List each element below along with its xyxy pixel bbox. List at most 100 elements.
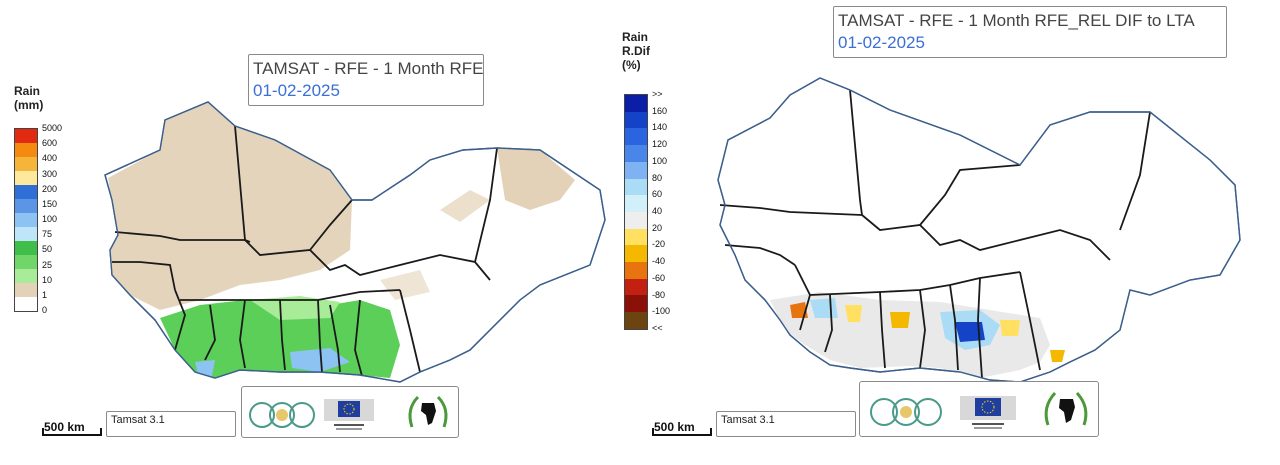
right-legend-swatch	[625, 111, 647, 129]
left-legend-tick-label: 100	[42, 214, 58, 224]
legend-title-line1: Rain	[622, 30, 649, 44]
country-borders	[719, 89, 1151, 379]
right-legend-swatch	[625, 195, 647, 212]
left-legend-swatch	[15, 283, 37, 297]
right-map-panel: TAMSAT - RFE - 1 Month RFE_REL DIF to LT…	[620, 0, 1280, 465]
coastline	[717, 77, 1241, 383]
right-legend-tick-label: -60	[652, 272, 666, 283]
right-legend-swatch	[625, 211, 647, 229]
left-legend-tick-label: 400	[42, 153, 58, 164]
left-scale-label: 500 km	[44, 420, 85, 434]
right-legend-tick-label: 40	[652, 206, 663, 216]
legend-title-line2: R.Dif	[622, 44, 650, 58]
left-legend-swatch	[15, 241, 37, 255]
left-legend-tick-label: 75	[42, 229, 53, 240]
cilss-logo	[1044, 391, 1088, 426]
anomaly-blue-west	[810, 298, 838, 318]
right-scale-label: 500 km	[654, 420, 695, 434]
left-legend-tick-label: 200	[42, 183, 58, 194]
right-legend-swatch	[625, 128, 647, 146]
right-map-title: TAMSAT - RFE - 1 Month RFE_REL DIF to LT…	[838, 11, 1195, 30]
right-legend-swatch	[625, 278, 647, 296]
eu-logo	[960, 396, 1016, 429]
anomaly-yellow-2	[890, 312, 910, 328]
left-legend: Rain (mm)	[14, 84, 43, 112]
left-legend-swatch	[15, 297, 37, 311]
right-legend-tick-label: -40	[652, 256, 666, 267]
right-legend-swatch	[625, 228, 647, 246]
right-legend-swatch	[625, 145, 647, 162]
right-legend-swatch	[625, 245, 647, 263]
right-legend-tick-label: -20	[652, 239, 666, 250]
left-legend-tick-label: 25	[42, 259, 53, 270]
left-legend-tick-label: 300	[42, 168, 58, 179]
west-africa-rainfall-map	[104, 101, 606, 383]
right-legend-tick-label: 100	[652, 155, 668, 166]
right-legend-swatch	[625, 178, 647, 196]
left-legend-swatch	[15, 213, 37, 227]
right-legend-tick-label: 140	[652, 122, 668, 133]
left-legend-colorbar	[14, 128, 38, 312]
right-legend: Rain R.Dif (%)	[622, 30, 650, 72]
right-legend-swatch	[625, 262, 647, 279]
right-legend-swatch	[625, 161, 647, 179]
left-map-title: TAMSAT - RFE - 1 Month RFE	[253, 59, 484, 78]
left-legend-swatch	[15, 199, 37, 213]
right-legend-tick-label: >>	[652, 89, 663, 99]
left-legend-swatch	[15, 255, 37, 269]
left-legend-tick-label: 10	[42, 274, 53, 285]
left-legend-tick-label: 0	[42, 305, 48, 315]
right-legend-swatch	[625, 95, 647, 112]
right-legend-tick-label: 20	[652, 222, 663, 233]
left-legend-swatch	[15, 171, 37, 185]
wet-zone-blue	[290, 348, 350, 372]
right-scale-line	[652, 428, 712, 436]
anomaly-dark-blue	[955, 322, 985, 342]
anomaly-yellow-1	[845, 305, 862, 322]
left-legend-tick-label: 150	[42, 198, 58, 209]
left-legend-tick-label: 600	[42, 138, 58, 149]
dry-zone	[108, 102, 352, 310]
left-legend-tick-label: 50	[42, 244, 53, 255]
right-legend-tick-label: 160	[652, 105, 668, 116]
left-source-box: Tamsat 3.1	[106, 411, 236, 437]
west-africa-anomaly-map	[717, 77, 1241, 383]
coastline	[104, 101, 606, 383]
dry-zone-east	[497, 148, 575, 210]
right-legend-swatch	[625, 295, 647, 313]
left-source-label: Tamsat 3.1	[111, 414, 165, 426]
left-legend-swatch	[15, 185, 37, 199]
legend-title-line2: (mm)	[14, 98, 44, 112]
left-map-panel: TAMSAT - RFE - 1 Month RFE 01-02-2025 Ra…	[0, 0, 620, 465]
right-map-date: 01-02-2025	[838, 33, 925, 52]
left-map-title-box: TAMSAT - RFE - 1 Month RFE 01-02-2025	[248, 54, 484, 106]
left-legend-tick-label: 1	[42, 289, 48, 300]
dry-streak2	[380, 270, 430, 300]
legend-title-line1: Rain	[14, 84, 41, 98]
left-legend-swatch	[15, 227, 37, 241]
dry-streak	[440, 190, 490, 222]
right-legend-tick-label: -100	[652, 306, 671, 317]
right-source-label: Tamsat 3.1	[721, 414, 775, 426]
aap-logo	[249, 402, 315, 428]
left-legend-tick-label: 5000	[42, 123, 63, 133]
left-legend-swatch	[15, 143, 37, 157]
left-legend-swatch	[15, 129, 37, 143]
right-legend-colorbar	[624, 94, 648, 330]
wet-zone-blue2	[195, 360, 215, 376]
right-logo-box	[859, 381, 1099, 437]
country-borders	[112, 125, 498, 377]
anomaly-orange-1	[790, 302, 808, 318]
right-legend-swatch	[625, 312, 647, 329]
right-legend-tick-label: 60	[652, 189, 663, 200]
anomaly-yellow-3	[1000, 320, 1020, 336]
legend-title-line3: (%)	[622, 58, 641, 72]
right-map-title-box: TAMSAT - RFE - 1 Month RFE_REL DIF to LT…	[833, 6, 1227, 58]
right-legend-tick-label: 80	[652, 172, 663, 183]
right-legend-tick-label: 120	[652, 139, 668, 150]
right-legend-tick-label: -80	[652, 289, 666, 300]
left-legend-swatch	[15, 157, 37, 171]
right-source-box: Tamsat 3.1	[716, 411, 856, 437]
cilss-logo	[408, 395, 448, 428]
right-legend-tick-label: <<	[652, 323, 663, 333]
